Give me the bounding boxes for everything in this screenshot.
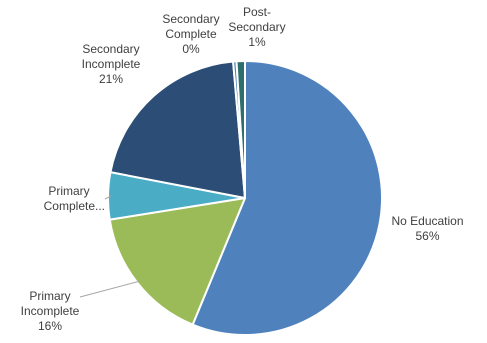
pie-slice-post-secondary — [235, 60, 246, 199]
slice-label-primary-incomplete: Primary Incomplete 16% — [15, 289, 85, 334]
slice-label-name: Primary — [48, 184, 90, 198]
slice-label-no-education: No Education 56% — [385, 214, 470, 244]
slice-label-name: Complete — [165, 27, 217, 41]
leader-line — [79, 280, 140, 298]
slice-label-name: Primary — [29, 289, 71, 303]
slice-label-name: Secondary — [162, 12, 220, 26]
slice-label-name: Secondary — [228, 20, 286, 34]
slice-label-name: No Education — [391, 214, 464, 228]
pie-slice-primary-incomplete — [108, 197, 246, 326]
pie-slice-no-education — [191, 60, 383, 336]
slice-label-value: 0% — [182, 42, 200, 56]
slice-label-secondary-incomplete: Secondary Incomplete 21% — [72, 42, 150, 87]
slice-label-name: Post- — [242, 5, 271, 19]
slice-label-value: 56% — [415, 229, 440, 243]
slice-label-name: Secondary — [82, 42, 140, 56]
slice-label-value: 21% — [98, 72, 124, 86]
slice-label-primary-complete: Primary Complete... — [33, 184, 105, 214]
leader-line — [104, 195, 112, 200]
slice-label-value: 16% — [37, 319, 63, 333]
slice-label-name: Complete... — [43, 199, 105, 213]
pie-slice-secondary-incomplete — [109, 60, 246, 199]
slice-label-name: Incomplete — [20, 304, 80, 318]
slice-label-value: 1% — [248, 35, 266, 49]
slice-label-secondary-complete: Secondary Complete 0% — [153, 12, 229, 57]
slice-label-post-secondary: Post- Secondary 1% — [221, 5, 293, 50]
slice-label-name: Incomplete — [81, 57, 141, 71]
